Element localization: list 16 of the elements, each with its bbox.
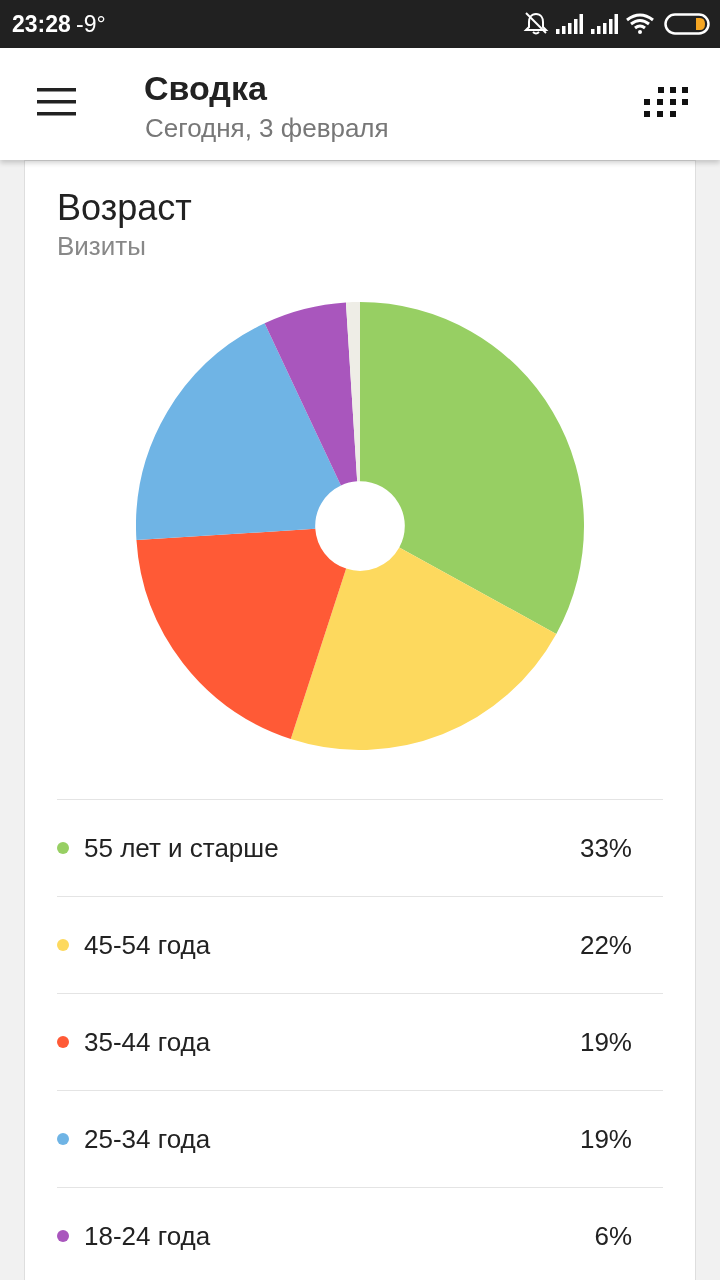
text: Сегодня, 3 февраля — [145, 112, 389, 144]
legend-label: 45-54 года — [84, 929, 211, 961]
text: -9° — [76, 10, 106, 38]
chart-subtitle: Визиты — [57, 230, 147, 262]
chart-title: Возраст — [57, 186, 193, 230]
data-label: 33% — [579, 832, 632, 864]
data-label: 19% — [579, 1026, 632, 1058]
legend-label: 55 лет и старше — [84, 832, 279, 864]
legend-label: 35-44 года — [84, 1026, 211, 1058]
text: Сводка — [144, 68, 267, 108]
data-label: 6% — [594, 1220, 632, 1252]
text: 23:28 — [12, 10, 71, 38]
data-label: 22% — [579, 929, 632, 961]
legend-label: 18-24 года — [84, 1220, 211, 1252]
legend-label: 25-34 года — [84, 1123, 211, 1155]
data-label: 19% — [579, 1123, 632, 1155]
